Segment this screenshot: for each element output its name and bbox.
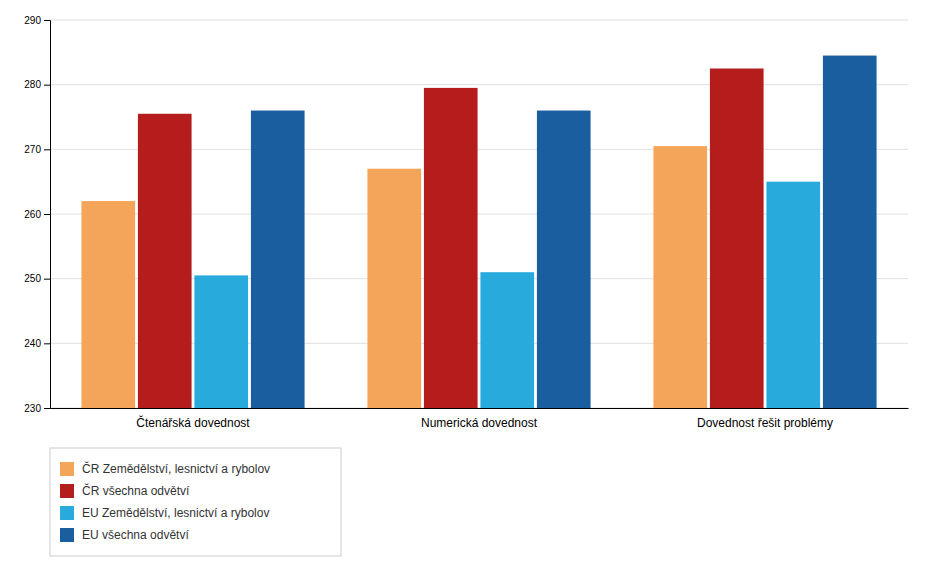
y-tick-mark bbox=[44, 20, 50, 21]
bar bbox=[81, 201, 135, 408]
x-tick-label: Dovednost řešit problémy bbox=[697, 416, 833, 430]
y-axis-line bbox=[44, 21, 51, 409]
legend-swatch bbox=[60, 484, 74, 498]
y-tick-label: 290 bbox=[24, 15, 41, 26]
x-axis-line bbox=[51, 408, 909, 409]
bar bbox=[766, 182, 820, 408]
y-tick-mark bbox=[44, 279, 50, 280]
y-tick: 280 bbox=[24, 79, 50, 90]
y-tick-label: 230 bbox=[24, 403, 41, 414]
x-axis: Čtenářská dovednost Numerická dovednost Do… bbox=[51, 409, 909, 430]
x-tick-label: Čtenářská dovednost bbox=[136, 415, 250, 430]
y-tick: 260 bbox=[24, 209, 50, 220]
y-tick-label: 280 bbox=[24, 79, 41, 90]
y-axis: 230 240 250 260 270 280 290 bbox=[24, 15, 50, 414]
bar bbox=[194, 275, 248, 408]
grid-line bbox=[50, 20, 908, 21]
bar bbox=[823, 56, 877, 408]
y-tick-mark bbox=[44, 343, 50, 344]
bar bbox=[653, 146, 707, 408]
legend-item: EU všechna odvětví bbox=[60, 528, 189, 542]
legend-swatch bbox=[60, 506, 74, 520]
y-tick: 240 bbox=[24, 338, 50, 349]
bar-series bbox=[251, 56, 877, 408]
y-tick-mark bbox=[44, 214, 50, 215]
y-tick: 230 bbox=[24, 403, 50, 414]
bar bbox=[251, 111, 305, 408]
y-tick-mark bbox=[44, 85, 50, 86]
y-tick: 250 bbox=[24, 273, 50, 284]
chart: 230 240 250 260 270 280 290 Čtenářská dovednost… bbox=[0, 0, 928, 566]
y-tick-label: 250 bbox=[24, 273, 41, 284]
y-tick-mark bbox=[44, 149, 50, 150]
bar bbox=[710, 69, 764, 409]
legend: ČR Zemědělství, lesnictví a rybolov ČR vš… bbox=[50, 448, 341, 556]
y-tick-label: 240 bbox=[24, 338, 41, 349]
legend-label: EU Zemědělství, lesnictví a rybolov bbox=[82, 506, 269, 520]
bar bbox=[424, 88, 478, 408]
legend-item: ČR Zemědělství, lesnictví a rybolov bbox=[60, 461, 270, 476]
bar-series bbox=[138, 69, 764, 409]
y-tick-label: 270 bbox=[24, 144, 41, 155]
legend-swatch bbox=[60, 462, 74, 476]
legend-item: EU Zemědělství, lesnictví a rybolov bbox=[60, 506, 269, 520]
y-tick-mark bbox=[44, 408, 50, 409]
bar bbox=[138, 114, 192, 408]
y-tick: 270 bbox=[24, 144, 50, 155]
x-tick: Čtenářská dovednost bbox=[136, 415, 250, 430]
legend-label: ČR Zemědělství, lesnictví a rybolov bbox=[82, 461, 270, 476]
legend-swatch bbox=[60, 528, 74, 542]
bar bbox=[537, 111, 591, 408]
y-tick: 290 bbox=[24, 15, 50, 26]
y-tick-label: 260 bbox=[24, 209, 41, 220]
bar bbox=[367, 169, 421, 408]
plot: 230 240 250 260 270 280 290 Čtenářská dovednost… bbox=[24, 15, 908, 430]
x-tick: Dovednost řešit problémy bbox=[697, 416, 833, 430]
grid bbox=[50, 20, 908, 408]
legend-item: ČR všechna odvětví bbox=[60, 483, 190, 498]
legend-box bbox=[50, 448, 341, 556]
grid-line bbox=[50, 84, 908, 85]
legend-label: ČR všechna odvětví bbox=[82, 483, 190, 498]
x-tick-label: Numerická dovednost bbox=[421, 416, 538, 430]
x-tick: Numerická dovednost bbox=[421, 416, 538, 430]
legend-label: EU všechna odvětví bbox=[82, 528, 189, 542]
bar bbox=[480, 272, 534, 408]
bars bbox=[81, 56, 876, 408]
